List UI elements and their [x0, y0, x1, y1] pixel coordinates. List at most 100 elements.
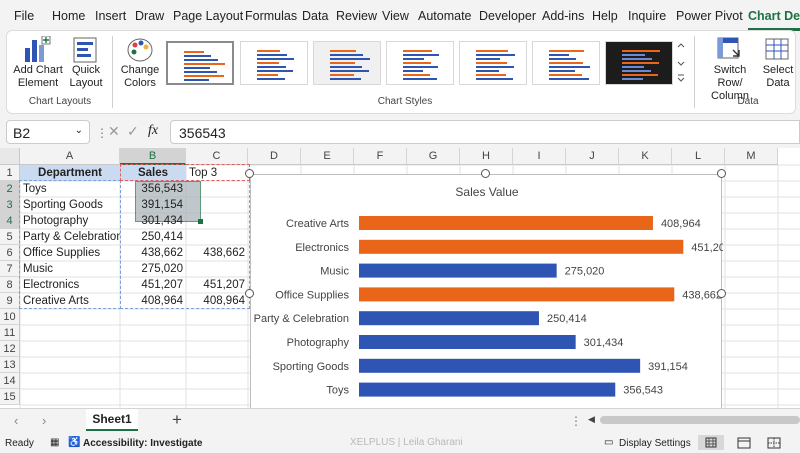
tab-data[interactable]: Data: [302, 9, 329, 23]
chevron-right-icon[interactable]: ›: [42, 413, 47, 428]
horizontal-scrollbar[interactable]: [600, 416, 800, 424]
cell-department[interactable]: Office Supplies: [23, 247, 101, 259]
tab-file[interactable]: File: [14, 9, 35, 23]
resize-handle-ml[interactable]: [245, 289, 254, 298]
column-header-h[interactable]: H: [460, 148, 513, 165]
row-header-9[interactable]: 9: [0, 293, 20, 309]
cell-department[interactable]: Photography: [23, 215, 89, 227]
column-header-m[interactable]: M: [725, 148, 778, 165]
row-header-12[interactable]: 12: [0, 341, 20, 357]
chart-style-4[interactable]: [386, 41, 454, 85]
chart-bar[interactable]: [359, 358, 641, 373]
quick-layout-icon[interactable]: [72, 36, 98, 64]
tab-review[interactable]: Review: [336, 9, 377, 23]
tab-insert[interactable]: Insert: [95, 9, 127, 23]
cell-top3[interactable]: [186, 261, 248, 277]
accessibility-status[interactable]: Accessibility: Investigate: [83, 438, 203, 449]
cell-selection[interactable]: [135, 181, 201, 222]
cell-sales[interactable]: 451,207: [141, 279, 183, 291]
cell-sales[interactable]: 391,154: [141, 199, 183, 211]
chart-style-1[interactable]: [166, 41, 234, 85]
fill-handle[interactable]: [198, 219, 203, 224]
insert-function-button[interactable]: fx: [148, 123, 159, 138]
select-data-icon[interactable]: [764, 36, 792, 64]
accessibility-icon[interactable]: ♿: [68, 437, 81, 448]
cell-sales[interactable]: 408,964: [141, 295, 183, 307]
style-scroll[interactable]: [676, 38, 686, 86]
tab-add-ins[interactable]: Add-ins: [542, 9, 585, 23]
column-header-b[interactable]: B: [120, 148, 186, 165]
row-header-4[interactable]: 4: [0, 213, 20, 229]
column-header-i[interactable]: I: [513, 148, 566, 165]
normal-view-button[interactable]: [698, 435, 724, 450]
column-header-g[interactable]: G: [407, 148, 460, 165]
chart-style-6[interactable]: [532, 41, 600, 85]
cell-top3[interactable]: [186, 197, 248, 213]
row-header-5[interactable]: 5: [0, 229, 20, 245]
column-header-a[interactable]: A: [20, 148, 120, 165]
column-header-e[interactable]: E: [301, 148, 354, 165]
change-colors-button[interactable]: Change Colors: [120, 64, 160, 89]
table-header-top3[interactable]: Top 3: [189, 167, 218, 179]
cell-department[interactable]: Music: [23, 263, 54, 275]
column-header-d[interactable]: D: [248, 148, 301, 165]
column-header-j[interactable]: J: [566, 148, 619, 165]
table-header-sales[interactable]: Sales: [137, 167, 169, 179]
chevron-down-icon[interactable]: ⌄: [74, 125, 83, 136]
tab-inquire[interactable]: Inquire: [628, 9, 667, 23]
tab-chart-design[interactable]: Chart Design: [748, 9, 800, 23]
display-settings-button[interactable]: Display Settings: [619, 438, 691, 449]
row-header-2[interactable]: 2: [0, 181, 20, 197]
tab-developer[interactable]: Developer: [479, 9, 536, 23]
tab-view[interactable]: View: [382, 9, 409, 23]
page-layout-view-button[interactable]: [737, 437, 751, 452]
palette-icon[interactable]: [126, 36, 154, 64]
cell-sales[interactable]: 356,543: [141, 183, 183, 195]
quick-layout-button[interactable]: Quick Layout: [69, 64, 103, 89]
row-header-1[interactable]: 1: [0, 165, 20, 181]
tab-automate[interactable]: Automate: [418, 9, 472, 23]
chart-bar[interactable]: [359, 382, 616, 397]
bar-chart[interactable]: Sales Value Creative Arts 408,964 Electroni…: [250, 174, 731, 414]
chart-bar[interactable]: [359, 216, 653, 230]
cell-department[interactable]: Party & Celebration: [23, 231, 120, 243]
column-header-f[interactable]: F: [354, 148, 407, 165]
cell-sales[interactable]: 275,020: [141, 263, 183, 275]
display-settings-icon[interactable]: ▭: [604, 437, 614, 448]
switch-row-column-button[interactable]: Switch Row/ Column: [711, 64, 749, 102]
chart-title[interactable]: Sales Value: [455, 185, 518, 199]
macro-icon[interactable]: ▦: [50, 437, 60, 448]
row-header-8[interactable]: 8: [0, 277, 20, 293]
tab-formulas[interactable]: Formulas: [245, 9, 298, 23]
formula-input[interactable]: 356543: [170, 120, 800, 144]
add-sheet-icon[interactable]: +: [172, 410, 182, 429]
tab-help[interactable]: Help: [592, 9, 618, 23]
row-header-6[interactable]: 6: [0, 245, 20, 261]
cell-top3[interactable]: 438,662: [203, 247, 245, 259]
tab-page-layout[interactable]: Page Layout: [173, 9, 244, 23]
add-chart-element-icon[interactable]: [22, 35, 52, 64]
resize-handle-mr[interactable]: [717, 289, 726, 298]
row-header-13[interactable]: 13: [0, 357, 20, 373]
scroll-left-icon[interactable]: ◀: [588, 414, 595, 424]
cell-top3[interactable]: 451,207: [203, 279, 245, 291]
page-break-view-button[interactable]: [767, 437, 781, 452]
column-header-l[interactable]: L: [672, 148, 725, 165]
chart-bar[interactable]: [359, 311, 539, 326]
chart-style-3[interactable]: [313, 41, 381, 85]
chart-style-5[interactable]: [459, 41, 527, 85]
cell-department[interactable]: Creative Arts: [23, 295, 89, 307]
cell-department[interactable]: Sporting Goods: [23, 199, 103, 211]
select-data-button[interactable]: Select Data: [762, 64, 794, 89]
cell-sales[interactable]: 250,414: [141, 231, 183, 243]
add-chart-element-button[interactable]: Add Chart Element: [13, 64, 63, 89]
column-header-c[interactable]: C: [186, 148, 248, 165]
cell-department[interactable]: Electronics: [23, 279, 80, 291]
column-header-k[interactable]: K: [619, 148, 672, 165]
chart-style-7[interactable]: [605, 41, 673, 85]
cell-top3[interactable]: [186, 181, 248, 197]
row-header-10[interactable]: 10: [0, 309, 20, 325]
cell-sales[interactable]: 438,662: [141, 247, 183, 259]
cell-department[interactable]: Toys: [23, 183, 47, 195]
cell-sales[interactable]: 301,434: [141, 215, 183, 227]
